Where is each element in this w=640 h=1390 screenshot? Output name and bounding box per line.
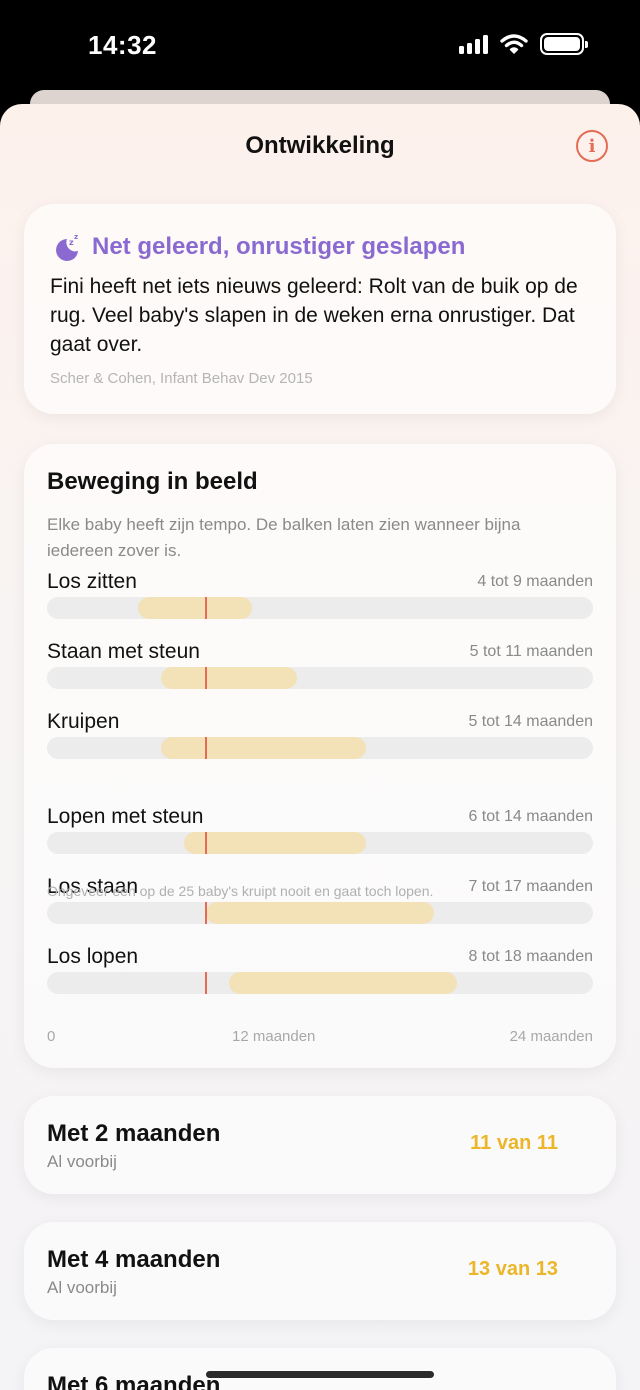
sleep-tip-card: z z Net geleerd, onrustiger geslapen Fin…: [24, 204, 616, 414]
milestone-range-band: [160, 667, 298, 689]
milestone-row: Los zitten 4 tot 9 maanden: [47, 570, 593, 626]
motion-overview-card: Beweging in beeld Elke baby heeft zijn t…: [24, 444, 616, 1068]
current-age-marker: [205, 902, 208, 924]
tip-body: Fini heeft net iets nieuws geleerd: Rolt…: [50, 275, 578, 356]
milestone-name: Los staan: [47, 875, 139, 898]
month-axis: 0 12 maanden 24 maanden: [47, 1028, 593, 1046]
milestone-name: Los lopen: [47, 945, 139, 968]
svg-text:z: z: [69, 238, 74, 247]
milestone-range-band: [183, 832, 366, 854]
milestone-track: [47, 737, 593, 759]
milestone-row: Staan met steun 5 tot 11 maanden: [47, 640, 593, 696]
milestone-range-band: [229, 972, 457, 994]
milestone-range: 5 tot 11 maanden: [469, 643, 593, 660]
home-indicator[interactable]: [206, 1371, 434, 1378]
month-title: Met 4 maanden: [47, 1246, 221, 1273]
current-age-marker: [205, 597, 208, 619]
info-circle-icon[interactable]: i: [576, 130, 608, 162]
milestone-row: Kruipen 5 tot 14 maanden: [47, 710, 593, 766]
milestone-name: Lopen met steun: [47, 805, 204, 828]
milestone-track: [47, 597, 593, 619]
milestone-range: 4 tot 9 maanden: [477, 573, 593, 590]
month-count: 11 van 11: [470, 1132, 558, 1154]
milestone-row: Lopen met steun 6 tot 14 maanden: [47, 805, 593, 861]
current-age-marker: [205, 737, 208, 759]
milestone-range: 8 tot 18 maanden: [468, 948, 593, 965]
month-card-2[interactable]: Met 2 maanden Al voorbij 11 van 11: [24, 1096, 616, 1194]
current-age-marker: [205, 832, 208, 854]
milestone-range-band: [206, 902, 434, 924]
month-subtitle: Al voorbij: [47, 1152, 117, 1171]
milestone-note: Ongeveer één op de 25 baby's kruipt nooi…: [47, 883, 434, 899]
month-title: Met 2 maanden: [47, 1120, 221, 1147]
battery-icon: [540, 33, 588, 55]
status-bar: 14:32: [0, 0, 640, 95]
milestone-name: Kruipen: [47, 710, 120, 733]
milestone-track: [47, 667, 593, 689]
milestone-track: [47, 972, 593, 994]
current-age-marker: [205, 667, 208, 689]
tip-source: Scher & Cohen, Infant Behav Dev 2015: [50, 370, 313, 387]
status-time: 14:32: [88, 30, 157, 60]
milestone-name: Los zitten: [47, 570, 137, 593]
milestone-row: Los lopen 8 tot 18 maanden: [47, 945, 593, 1001]
svg-text:z: z: [74, 233, 78, 241]
milestone-track: [47, 902, 593, 924]
month-subtitle: Al voorbij: [47, 1278, 117, 1297]
milestone-track: [47, 832, 593, 854]
month-card-6[interactable]: Met 6 maanden: [24, 1348, 616, 1390]
milestone-range-band: [138, 597, 252, 619]
axis-label-end: 24 maanden: [509, 1028, 593, 1045]
milestone-row: Los staan 7 tot 17 maanden: [47, 875, 593, 931]
motion-description: Elke baby heeft zijn tempo. De balken la…: [47, 515, 521, 560]
tip-title: Net geleerd, onrustiger geslapen: [92, 233, 466, 260]
milestone-range-band: [160, 737, 366, 759]
page-title: Ontwikkeling: [245, 132, 395, 159]
milestone-range: 6 tot 14 maanden: [468, 808, 593, 825]
tip-header: z z Net geleerd, onrustiger geslapen: [52, 232, 465, 262]
milestone-range: 7 tot 17 maanden: [468, 878, 593, 895]
development-sheet: Ontwikkeling i z z Net geleerd, onrustig…: [0, 104, 640, 1390]
motion-title: Beweging in beeld: [47, 468, 258, 495]
milestone-range: 5 tot 14 maanden: [468, 713, 593, 730]
wifi-icon: [500, 34, 528, 54]
current-age-marker: [205, 972, 208, 994]
cellular-signal-icon: [459, 34, 488, 54]
month-card-4[interactable]: Met 4 maanden Al voorbij 13 van 13: [24, 1222, 616, 1320]
month-count: 13 van 13: [467, 1258, 558, 1280]
month-title: Met 6 maanden: [47, 1372, 221, 1390]
axis-label-mid: 12 maanden: [232, 1028, 316, 1045]
milestone-name: Staan met steun: [47, 640, 200, 663]
moon-sleep-icon: z z: [56, 233, 78, 261]
axis-label-start: 0: [47, 1028, 56, 1045]
status-icons: [459, 33, 588, 55]
